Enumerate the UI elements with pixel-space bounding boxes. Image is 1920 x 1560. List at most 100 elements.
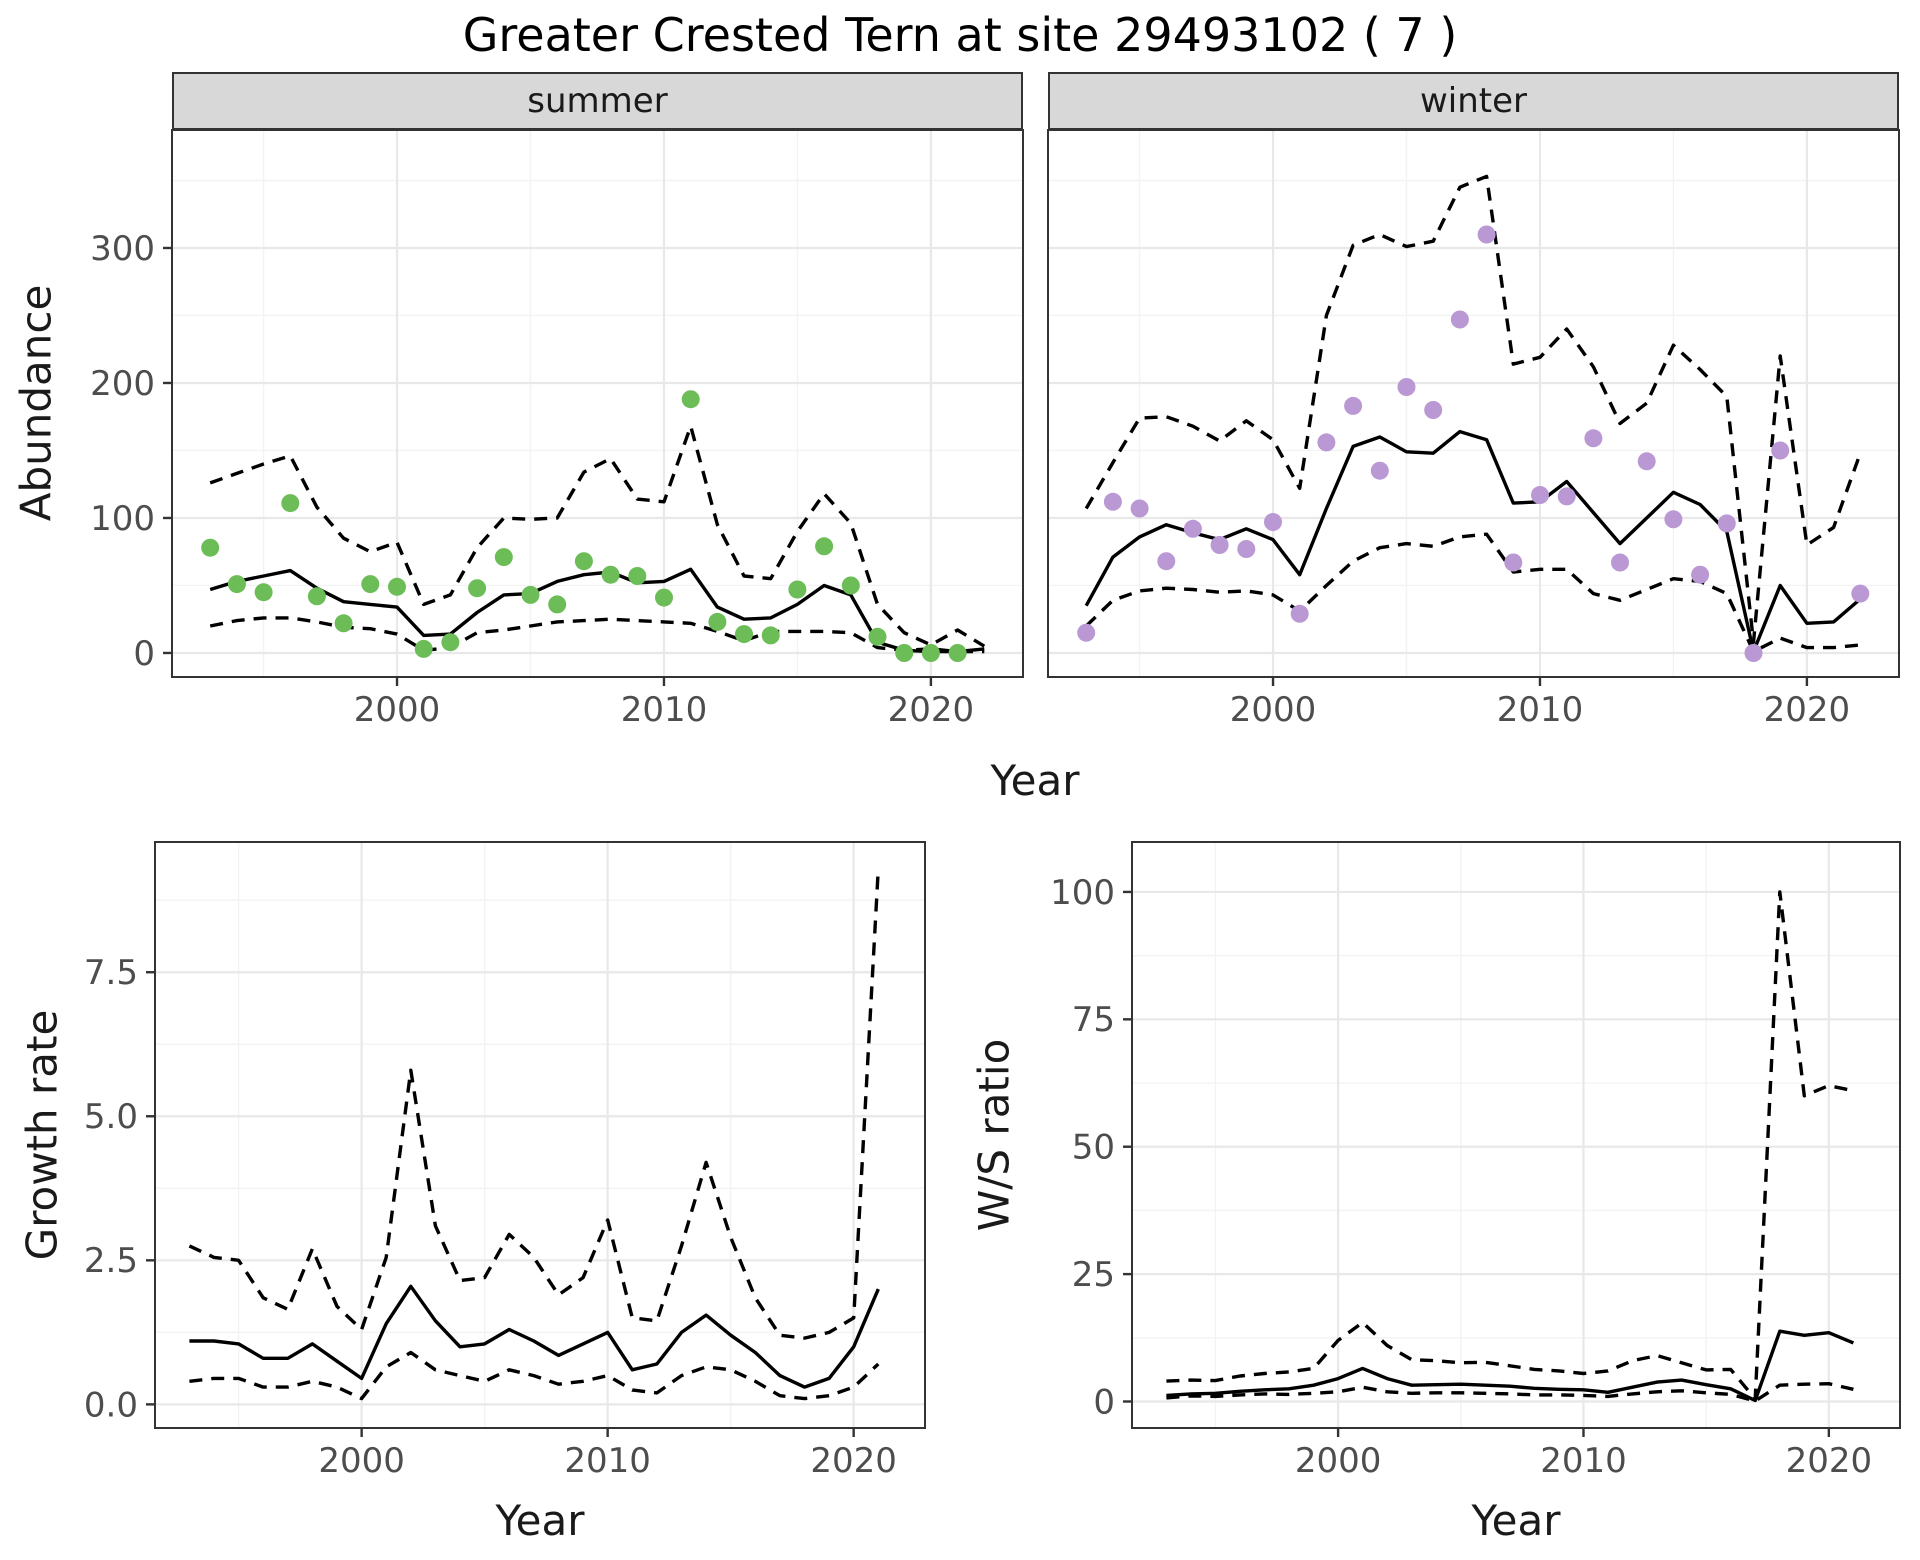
panel-growth-rate: 2000 2010 2020 0.0 2.5 5.0 7.5 xyxy=(84,841,926,1481)
panel-ws-ratio: 2000 2010 2020 0 25 50 75 100 xyxy=(1050,841,1901,1481)
panel-background xyxy=(1132,842,1900,1428)
observed-point xyxy=(948,644,967,662)
x-tick-label: 2000 xyxy=(354,690,441,730)
observed-point xyxy=(1637,452,1656,471)
observed-point xyxy=(1237,540,1256,558)
observed-point xyxy=(1450,310,1469,329)
observed-point xyxy=(1183,519,1202,538)
observed-point xyxy=(1557,487,1576,506)
observed-point xyxy=(254,583,273,602)
observed-point xyxy=(1584,429,1603,448)
observed-point xyxy=(1103,492,1122,511)
facet-strip-winter-label: winter xyxy=(1419,81,1528,121)
x-tick-label: 2020 xyxy=(888,690,975,730)
observed-point xyxy=(655,588,673,607)
x-tick-label: 2020 xyxy=(1786,1441,1873,1481)
y-tick-label: 100 xyxy=(90,499,155,539)
panel-background xyxy=(172,130,1023,677)
observed-point xyxy=(494,548,513,567)
observed-point xyxy=(388,577,406,596)
x-tick-label: 2010 xyxy=(1540,1441,1627,1481)
y-axis-title-ws-ratio: W/S ratio xyxy=(969,1038,1019,1232)
panel-border xyxy=(171,129,1024,678)
x-tick-label: 2020 xyxy=(810,1441,897,1481)
observed-point xyxy=(1717,514,1736,533)
x-tick-label: 2000 xyxy=(1295,1441,1382,1481)
x-tick-label: 2020 xyxy=(1764,690,1851,730)
observed-point xyxy=(788,580,807,599)
observed-point xyxy=(681,390,700,409)
page-title: Greater Crested Tern at site 29493102 ( … xyxy=(462,8,1458,62)
observed-point xyxy=(1744,644,1763,662)
observed-point xyxy=(601,565,620,584)
upper-ci-line xyxy=(1166,890,1854,1401)
y-axis-title-growth-rate: Growth rate xyxy=(17,1009,67,1261)
observed-point xyxy=(761,626,780,645)
observed-point xyxy=(281,494,300,513)
lower-ci-line xyxy=(1166,1382,1854,1403)
chart-svg: 2000 2010 2020 0.0 2.5 5.0 7.5 xyxy=(84,841,926,1481)
panel-winter-abundance: 2000 2010 2020 xyxy=(1047,129,1900,730)
observed-point xyxy=(1691,565,1710,584)
y-tick-label: 75 xyxy=(1072,1000,1115,1040)
y-tick-label: 50 xyxy=(1072,1128,1115,1168)
facet-strip-winter: winter xyxy=(1048,72,1899,130)
chart-svg: 2000 2010 2020 xyxy=(1047,129,1900,730)
lower-ci-line xyxy=(209,616,985,654)
lower-ci-line xyxy=(1085,532,1861,654)
observed-point xyxy=(921,644,940,662)
x-axis-title-top: Year xyxy=(990,756,1080,805)
panel-border xyxy=(1047,129,1900,678)
observed-point xyxy=(1611,553,1629,572)
panel-border xyxy=(154,841,926,1429)
y-tick-label: 7.5 xyxy=(84,953,138,993)
observed-point xyxy=(1264,513,1282,531)
observed-point xyxy=(1851,584,1870,603)
observed-point xyxy=(548,595,567,614)
observed-point xyxy=(895,644,914,662)
observed-point xyxy=(708,612,727,631)
observed-point xyxy=(815,537,834,556)
observed-point xyxy=(307,587,326,606)
fitted-line xyxy=(1166,1329,1855,1403)
panel-background xyxy=(155,842,925,1428)
observed-point xyxy=(1210,536,1229,554)
observed-point xyxy=(1397,378,1416,396)
y-tick-label: 200 xyxy=(90,364,155,404)
observed-point xyxy=(1157,552,1176,571)
observed-point xyxy=(1531,486,1549,504)
facet-strip-summer: summer xyxy=(172,72,1023,130)
facet-strip-summer-label: summer xyxy=(527,81,668,121)
y-tick-label: 0.0 xyxy=(84,1385,138,1425)
observed-point xyxy=(441,633,460,652)
observed-point xyxy=(468,579,487,598)
observed-point xyxy=(1477,225,1496,244)
x-axis-title-bottom-left: Year xyxy=(495,1496,585,1545)
fitted-line xyxy=(209,567,985,654)
panel-border xyxy=(1131,841,1901,1429)
observed-point xyxy=(1771,441,1790,460)
x-tick-label: 2010 xyxy=(621,690,708,730)
observed-point xyxy=(841,576,860,595)
observed-point xyxy=(868,627,887,646)
observed-point xyxy=(1317,433,1336,452)
x-tick-label: 2010 xyxy=(1497,690,1584,730)
observed-point xyxy=(1504,553,1523,572)
chart-svg: 2000 2010 2020 0 25 50 75 100 xyxy=(1050,841,1901,1481)
observed-point xyxy=(735,625,753,644)
observed-point xyxy=(201,538,220,557)
x-tick-label: 2000 xyxy=(1230,690,1317,730)
upper-ci-line xyxy=(188,868,880,1340)
y-tick-label: 300 xyxy=(90,229,155,269)
y-tick-label: 25 xyxy=(1072,1255,1115,1295)
observed-point xyxy=(1290,604,1309,623)
lower-ci-line xyxy=(189,1350,880,1401)
observed-point xyxy=(361,575,380,594)
observed-point xyxy=(1077,623,1096,642)
panel-background xyxy=(1048,130,1899,677)
x-tick-label: 2010 xyxy=(564,1441,651,1481)
chart-svg: 2000 2010 2020 0 100 200 300 xyxy=(90,129,1024,730)
observed-point xyxy=(521,585,540,604)
observed-point xyxy=(628,567,647,585)
